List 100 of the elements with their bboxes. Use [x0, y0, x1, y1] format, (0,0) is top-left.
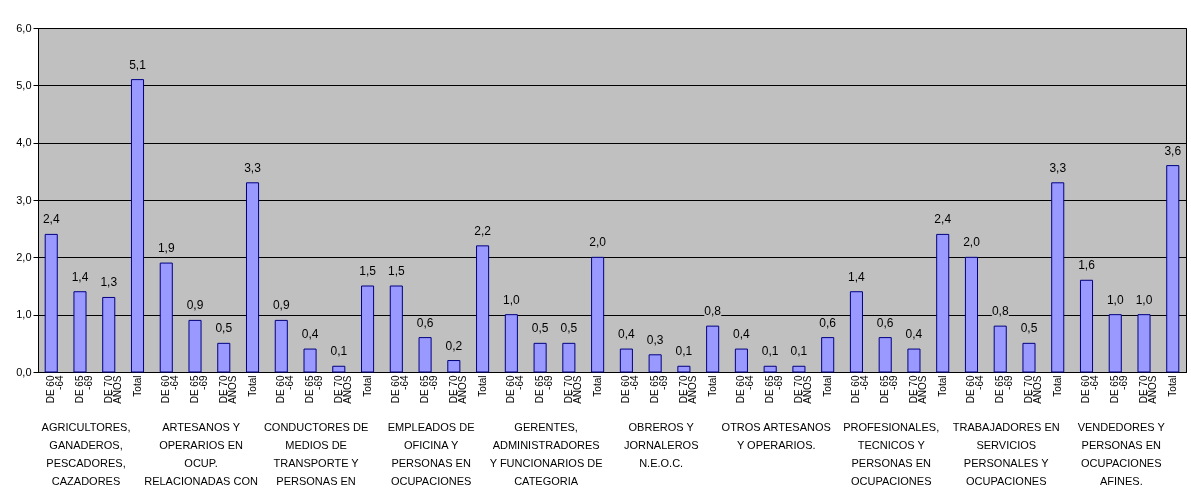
data-label: 0,6: [416, 315, 434, 330]
bar: [706, 325, 720, 373]
x-tick-label: DE 60 -64: [850, 375, 871, 404]
x-tick-label: DE 60 -64: [160, 375, 181, 404]
data-label: 0,4: [905, 327, 923, 342]
data-label: 3,3: [1049, 160, 1067, 175]
bar: [993, 325, 1007, 373]
data-label: 0,4: [733, 327, 751, 342]
text: OTROS ARTESANOS Y OPERARIOS.: [721, 421, 831, 451]
x-tick-label: DE 60 -64: [505, 375, 526, 404]
x-tick-label: DE 60 -64: [45, 375, 66, 404]
x-tick-label: Total: [936, 375, 948, 397]
data-label: 1,6: [1078, 258, 1096, 273]
data-label: 1,9: [157, 241, 175, 256]
bar: [849, 291, 863, 373]
data-label: 0,1: [790, 344, 808, 359]
x-tick-label: DE 65 -69: [304, 375, 325, 404]
data-label: 2,2: [474, 223, 492, 238]
bar: [361, 285, 375, 373]
bar: [1166, 165, 1180, 373]
bar: [44, 233, 58, 373]
text: EMPLEADOS DE OFICINA Y PERSONAS EN OCUPACIONES: [387, 421, 475, 487]
data-label: 1,0: [503, 292, 521, 307]
bar: [1051, 182, 1065, 373]
bar: [533, 342, 547, 373]
data-label: 0,8: [704, 304, 722, 319]
data-label: 2,0: [589, 235, 607, 250]
data-label: 1,4: [71, 269, 89, 284]
text: OBREROS Y JORNALEROS N.E.O.C.: [623, 421, 699, 469]
y-tick-label: 3,0: [16, 193, 32, 206]
data-label: 0,6: [819, 315, 837, 330]
data-label: 0,4: [301, 327, 319, 342]
data-label: 0,9: [186, 298, 204, 313]
x-tick-label: Total: [821, 375, 833, 397]
x-tick-label: DE 65 -69: [994, 375, 1015, 404]
data-label: 0,8: [991, 304, 1009, 319]
x-tick-label: Total: [706, 375, 718, 397]
bar: [1022, 342, 1036, 373]
x-tick-label: DE 65 -69: [649, 375, 670, 404]
x-tick-label: DE 60 -64: [620, 375, 641, 404]
x-tick-label: DE 60 -64: [275, 375, 296, 404]
bar: [159, 262, 173, 373]
data-label: 3,3: [244, 160, 262, 175]
bar: [504, 314, 518, 373]
x-tick-label: DE 60 -64: [735, 375, 756, 404]
y-tick-label: 4,0: [16, 136, 32, 149]
bar: [734, 348, 748, 373]
data-label: 1,5: [387, 264, 405, 278]
text: AGRICULTORES, GANADEROS, PESCADORES, CAZADORES: [41, 421, 131, 487]
bar: [1137, 314, 1151, 373]
data-label: 3,6: [1164, 143, 1182, 158]
x-tick-label: DE 65 -69: [1109, 375, 1130, 404]
x-tick-label: DE 70 AÑOS: [1138, 375, 1159, 404]
bar: [936, 233, 950, 373]
data-label: 0,6: [876, 315, 894, 330]
x-tick-label: DE 70 AÑOS: [792, 375, 813, 404]
data-label: 0,5: [531, 321, 549, 336]
bar: [418, 337, 432, 373]
x-tick-label: Total: [246, 375, 258, 397]
x-tick-label: DE 70 AÑOS: [907, 375, 928, 404]
x-tick-label: DE 70 AÑOS: [332, 375, 353, 404]
y-tick-label: 5,0: [16, 78, 32, 91]
data-label: 0,5: [1020, 321, 1038, 336]
text: CONDUCTORES DE MEDIOS DE TRANSPORTE Y PERSONAS EN: [263, 421, 369, 487]
x-tick-label: DE 65 -69: [879, 375, 900, 404]
bar: [1108, 314, 1122, 373]
x-tick-label: DE 70 AÑOS: [217, 375, 238, 404]
x-tick-label: DE 60 -64: [1080, 375, 1101, 404]
x-tick-label: DE 70 AÑOS: [447, 375, 468, 404]
data-label: 0,4: [618, 327, 636, 342]
bar: [102, 296, 116, 373]
x-tick-label: DE 65 -69: [73, 375, 94, 404]
bar: [245, 182, 260, 373]
bar: [792, 365, 806, 373]
x-tick-label: DE 60 -64: [390, 375, 411, 404]
data-label: 2,0: [963, 235, 981, 250]
text: VENDEDORES Y PERSONAS EN OCUPACIONES AFINES.: [1077, 421, 1166, 487]
x-tick-label: DE 70 AÑOS: [562, 375, 583, 404]
bar: [648, 354, 662, 373]
data-label: 1,0: [1135, 292, 1153, 307]
bar: [619, 348, 633, 373]
y-tick-label: 1,0: [16, 308, 32, 321]
x-tick-label: DE 70 AÑOS: [677, 375, 698, 404]
x-tick-label: Total: [361, 375, 373, 397]
x-tick-label: DE 65 -69: [534, 375, 555, 404]
x-tick-label: Total: [591, 375, 603, 397]
x-tick-label: DE 65 -69: [419, 375, 440, 404]
bar: [677, 365, 691, 373]
data-label: 1,4: [848, 269, 866, 284]
bar: [964, 256, 979, 373]
data-label: 2,4: [42, 212, 60, 227]
data-label: 0,9: [272, 298, 290, 313]
data-label: 1,3: [100, 275, 118, 290]
bar: [907, 348, 921, 373]
bar: [591, 256, 605, 373]
data-label: 0,1: [761, 344, 779, 359]
bar: [1079, 279, 1094, 373]
text: GERENTES, ADMINISTRADORES Y FUNCIONARIOS DE CATEGORIA: [489, 421, 603, 487]
bar: [332, 365, 346, 373]
data-label: 0,1: [330, 344, 348, 359]
